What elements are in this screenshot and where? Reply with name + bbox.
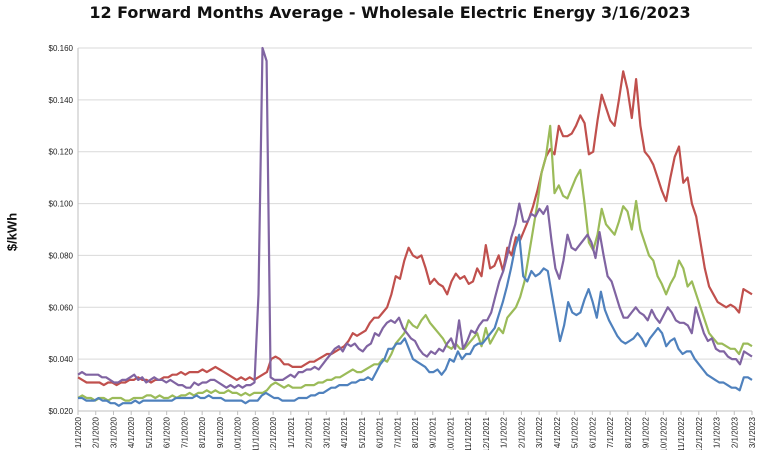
x-tick-label: 5/1/2021 [358, 416, 367, 448]
x-tick-label: 9/1/2020 [216, 416, 225, 448]
x-tick-label: 7/1/2020 [180, 416, 189, 448]
series-line-2 [77, 124, 753, 402]
y-tick-label: $0.160 [49, 44, 74, 53]
x-tick-label: 9/1/2021 [429, 416, 438, 448]
x-tick-label: 7/1/2021 [393, 416, 402, 448]
x-tick-label: 6/1/2022 [588, 416, 597, 448]
x-tick-label: 11/1/2021 [464, 416, 473, 450]
x-tick-label: 2/1/2023 [730, 416, 739, 448]
x-tick-label: 8/1/2022 [624, 416, 633, 448]
y-tick-label: $0.120 [49, 148, 74, 157]
x-tick-label: 4/1/2022 [553, 416, 562, 448]
y-tick-label: $0.020 [49, 407, 74, 416]
x-tick-label: 1/1/2023 [713, 416, 722, 448]
y-tick-label: $0.080 [49, 251, 74, 260]
x-tick-label: 12/1/2021 [482, 416, 491, 450]
x-tick-label: 12/1/2020 [269, 416, 278, 450]
x-tick-label: 3/1/2023 [748, 416, 757, 448]
x-tick-label: 11/1/2020 [251, 416, 260, 450]
x-tick-label: 1/1/2021 [287, 416, 296, 448]
x-tick-label: 11/1/2022 [677, 416, 686, 450]
series-line-3 [77, 46, 753, 389]
y-tick-label: $0.060 [49, 303, 74, 312]
chart-title: 12 Forward Months Average - Wholesale El… [89, 3, 691, 22]
x-tick-label: 5/1/2022 [571, 416, 580, 448]
x-tick-label: 7/1/2022 [606, 416, 615, 448]
x-tick-label: 2/1/2020 [92, 416, 101, 448]
x-tick-label: 4/1/2021 [340, 416, 349, 448]
y-tick-label: $0.140 [49, 96, 74, 105]
x-axis-ticks: 1/1/2020 2/1/2020 3/1/2020 4/1/2020 5/1/2020… [74, 411, 757, 450]
x-tick-label: 6/1/2020 [163, 416, 172, 448]
x-tick-label: 5/1/2020 [145, 416, 154, 448]
x-tick-label: 10/1/2021 [446, 416, 455, 450]
x-tick-label: 2/1/2022 [517, 416, 526, 448]
x-tick-label: 10/1/2020 [234, 416, 243, 450]
x-tick-label: 3/1/2021 [322, 416, 331, 448]
x-tick-label: 4/1/2020 [127, 416, 136, 448]
series-lines [77, 46, 753, 407]
series-line-4 [78, 233, 753, 407]
x-tick-label: 3/1/2022 [535, 416, 544, 448]
x-tick-label: 8/1/2021 [411, 416, 420, 448]
x-tick-label: 1/1/2020 [74, 416, 83, 448]
y-tick-label: $0.100 [49, 200, 74, 209]
x-tick-label: 9/1/2022 [642, 416, 651, 448]
x-tick-label: 12/1/2022 [695, 416, 704, 450]
y-axis-ticks: $0.020 $0.040 $0.060 $0.080 $0.100 $0.120 $0.1… [49, 44, 74, 416]
x-tick-label: 6/1/2021 [376, 416, 385, 448]
x-tick-label: 8/1/2020 [198, 416, 207, 448]
x-tick-label: 2/1/2021 [305, 416, 314, 448]
x-tick-label: 10/1/2022 [659, 416, 668, 450]
x-tick-label: 3/1/2020 [109, 416, 118, 448]
x-tick-label: 1/1/2022 [500, 416, 509, 448]
grid-lines [77, 47, 752, 412]
series-line-1 [77, 70, 753, 387]
y-tick-label: $0.040 [49, 355, 74, 364]
